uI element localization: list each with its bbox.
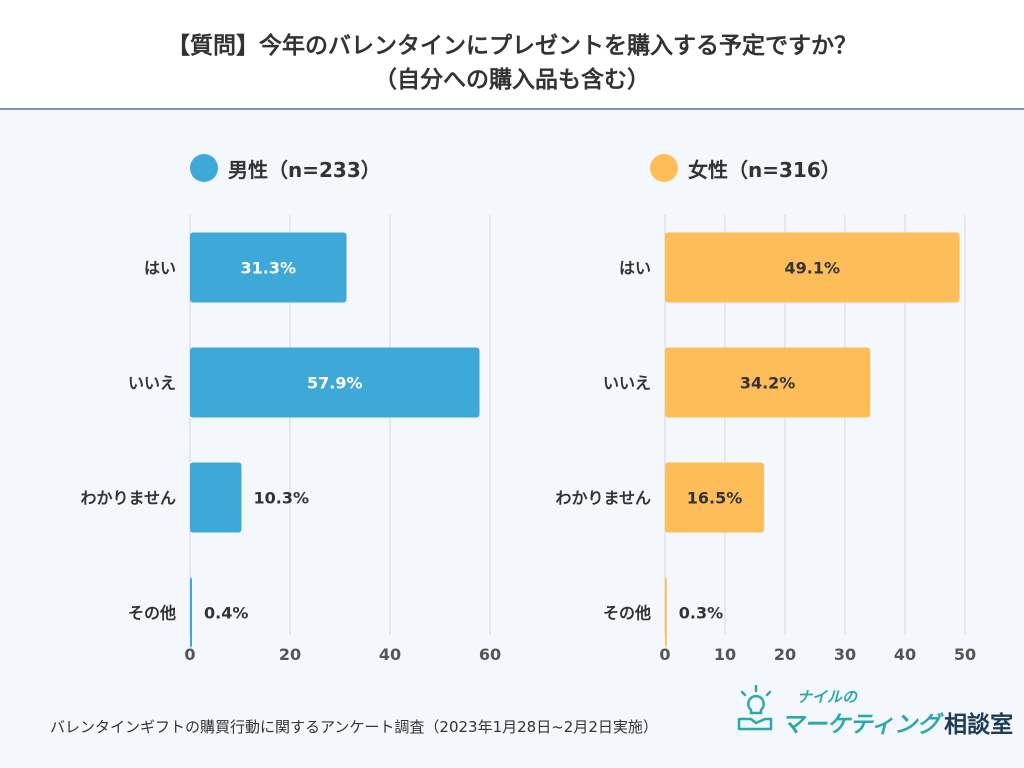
chart-title: 【質問】今年のバレンタインにプレゼントを購入する予定ですか？ (167, 33, 857, 59)
logo-top-text: ナイルの (797, 688, 858, 706)
female-tick-label: 20 (774, 645, 796, 664)
male-category-label: わかりません (80, 489, 176, 508)
male-tick-label: 40 (379, 645, 401, 664)
chart-male: 0 20 40 60 はい 31.3% いいえ 57.9% わかりません 10.3% その他 0.4% (80, 215, 501, 664)
female-bar (665, 232, 960, 303)
legend-female-swatch (650, 154, 678, 182)
male-category-label: はい (144, 259, 176, 278)
logo-sub-word: 相談室 (944, 712, 1014, 738)
male-bar (190, 232, 347, 303)
legend-male-swatch (190, 154, 218, 182)
male-tick-label: 60 (479, 645, 501, 664)
source-footnote: バレンタインギフトの購買行動に関するアンケート調査（2023年1月28日~2月2… (50, 718, 658, 736)
male-data-label: 0.4% (204, 604, 248, 623)
female-data-label: 0.3% (679, 604, 723, 623)
female-tick-label: 50 (954, 645, 976, 664)
female-bar (665, 462, 764, 533)
female-category-label: わかりません (555, 489, 651, 508)
male-bar (190, 347, 480, 418)
male-tick-label: 20 (279, 645, 301, 664)
chart-female: 0 10 20 30 40 50 はい 49.1% いいえ 34.2% わかりません 16.5% その他… (555, 215, 976, 664)
female-tick-label: 10 (714, 645, 736, 664)
female-tick-label: 0 (659, 645, 670, 664)
chart-subtitle: （自分への購入品も含む） (374, 67, 650, 93)
legend-female: 女性（n=316） (650, 150, 841, 186)
female-category-label: いいえ (603, 374, 651, 393)
title-block: 【質問】今年のバレンタインにプレゼントを購入する予定ですか？ （自分への購入品も… (0, 0, 1024, 110)
male-bar (190, 577, 192, 648)
female-bar (665, 347, 871, 418)
legend-female-label: 女性（n=316） (688, 157, 841, 182)
legend-male-label: 男性（n=233） (228, 157, 381, 182)
logo-main-word: マーケティング (781, 712, 941, 738)
female-category-label: はい (619, 259, 651, 278)
lightbulb-icon (737, 685, 773, 731)
legend-male: 男性（n=233） (190, 150, 381, 186)
female-tick-label: 40 (894, 645, 916, 664)
male-bar (190, 462, 242, 533)
brand-logo: ナイルの マーケティング 相談室 (735, 683, 1013, 743)
female-data-label: 49.1% (785, 259, 841, 278)
female-bar (665, 577, 667, 648)
male-tick-label: 0 (184, 645, 195, 664)
male-category-label: その他 (128, 604, 176, 623)
female-data-label: 34.2% (740, 374, 796, 393)
male-data-label: 10.3% (254, 489, 310, 508)
female-category-label: その他 (603, 604, 651, 623)
female-data-label: 16.5% (687, 489, 743, 508)
male-category-label: いいえ (128, 374, 176, 393)
male-data-label: 57.9% (307, 374, 363, 393)
logo-main-text: マーケティング 相談室 (781, 705, 1013, 739)
female-tick-label: 30 (834, 645, 856, 664)
male-data-label: 31.3% (240, 259, 296, 278)
